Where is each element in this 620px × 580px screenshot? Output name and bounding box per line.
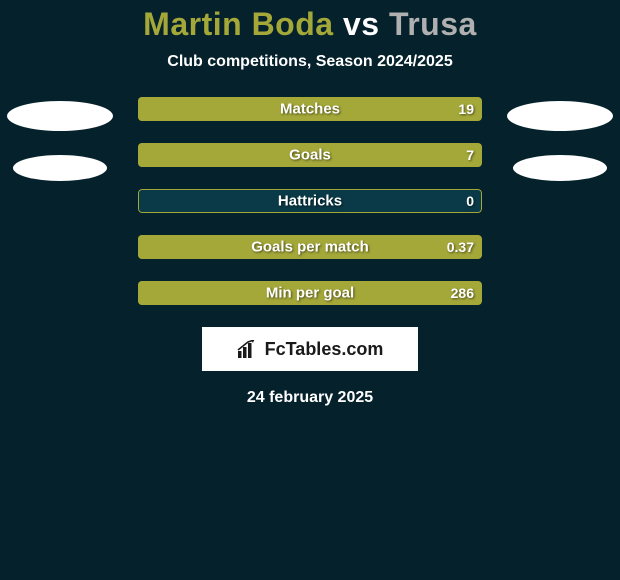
stat-row: Goals 7 [138, 143, 482, 167]
main-row: Matches 19 Goals 7 Hattricks 0 Goals per match… [0, 97, 620, 305]
content-container: Martin Boda vs Trusa Club competitions, … [0, 0, 620, 407]
stat-row: Min per goal 286 [138, 281, 482, 305]
stats-container: Matches 19 Goals 7 Hattricks 0 Goals per match… [138, 97, 482, 305]
player1-avatar [7, 101, 113, 131]
brand-box[interactable]: FcTables.com [202, 327, 418, 371]
stat-label: Goals per match [251, 239, 369, 256]
player2-avatar [507, 101, 613, 131]
page-title: Martin Boda vs Trusa [143, 6, 477, 43]
stat-row: Goals per match 0.37 [138, 235, 482, 259]
subtitle: Club competitions, Season 2024/2025 [167, 53, 452, 71]
date-line: 24 february 2025 [247, 389, 373, 407]
title-player2: Trusa [389, 6, 477, 42]
player-column-right [500, 95, 620, 181]
stat-value-right: 7 [466, 147, 474, 163]
stat-label: Min per goal [266, 285, 354, 302]
stat-row: Matches 19 [138, 97, 482, 121]
stat-label: Goals [289, 147, 331, 164]
player2-team-badge [513, 155, 607, 181]
stat-value-right: 0 [466, 193, 474, 209]
player-column-left [0, 95, 120, 181]
stat-label: Hattricks [278, 193, 342, 210]
stat-label: Matches [280, 101, 340, 118]
bar-chart-icon [237, 340, 259, 358]
stat-value-right: 19 [458, 101, 474, 117]
title-player1: Martin Boda [143, 6, 333, 42]
stat-value-right: 0.37 [447, 239, 474, 255]
title-vs: vs [343, 6, 380, 42]
brand-text: FcTables.com [265, 339, 384, 360]
stat-value-right: 286 [451, 285, 474, 301]
player1-team-badge [13, 155, 107, 181]
stat-row: Hattricks 0 [138, 189, 482, 213]
